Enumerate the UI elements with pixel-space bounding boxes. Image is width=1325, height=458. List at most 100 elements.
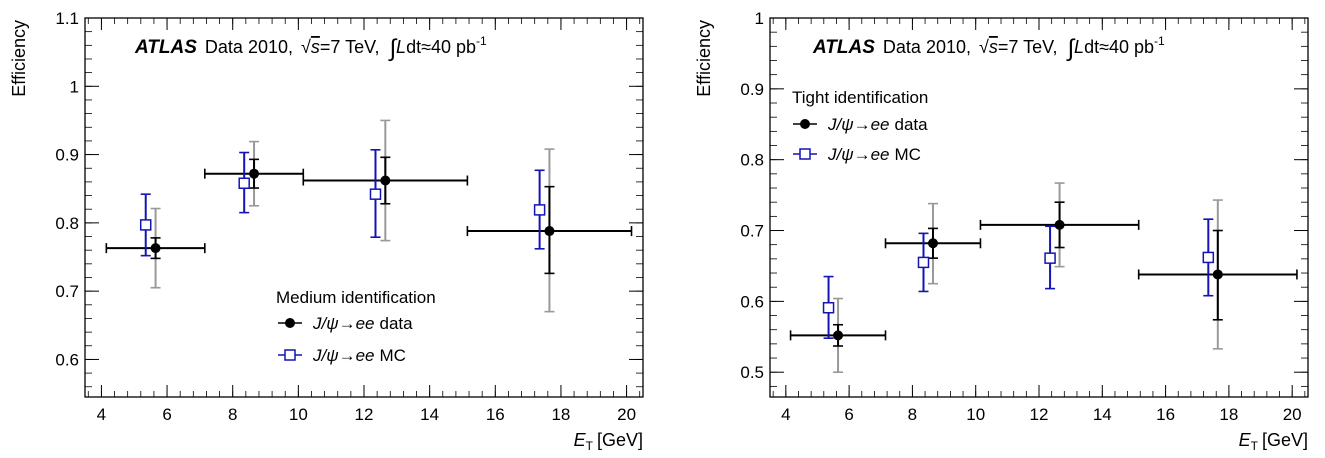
legend-entry-prefix: J/ψ→ee (827, 115, 890, 134)
data-point (380, 175, 391, 186)
data-point (927, 238, 938, 249)
lumi-symbol: L (396, 37, 406, 57)
legend-title: Medium identification (276, 288, 436, 307)
y-tick-label: 0.6 (740, 292, 764, 311)
legend-entry-data: J/ψ→ee data (312, 314, 413, 333)
x-tick-label: 16 (1156, 405, 1175, 424)
x-tick-label: 12 (355, 405, 374, 424)
legend-entry-prefix: J/ψ→ee (312, 314, 375, 333)
y-tick-label: 0.8 (55, 214, 79, 233)
y-axis-title: Efficiency (9, 20, 29, 97)
data-point (544, 226, 555, 237)
x-tick-label: 4 (97, 405, 106, 424)
series-data (105, 119, 633, 313)
legend-title: Tight identification (792, 88, 928, 107)
x-tick-label: 18 (1219, 405, 1238, 424)
y-tick-label: 0.7 (55, 282, 79, 301)
sqrt-s-symbol: s (311, 37, 320, 57)
legend: Medium identification J/ψ→ee data J/ψ→ee MC (276, 288, 436, 365)
y-tick-label: 0.6 (55, 350, 79, 369)
mc-point (1044, 252, 1056, 264)
x-axis-unit: [GeV] (1262, 430, 1308, 450)
x-tick-label: 20 (617, 405, 636, 424)
y-tick-label: 1.1 (55, 9, 79, 28)
x-tick-label: 18 (551, 405, 570, 424)
x-tick-label: 10 (966, 405, 985, 424)
legend-entry-mc: J/ψ→ee MC (312, 346, 406, 365)
legend-entry-prefix: J/ψ→ee (312, 346, 375, 365)
x-axis-title: ET [GeV] (574, 430, 643, 453)
y-tick-label: 0.8 (740, 151, 764, 170)
legend-entry-mc: J/ψ→ee MC (827, 145, 921, 164)
x-tick-label: 8 (228, 405, 237, 424)
y-tick-label: 0.7 (740, 222, 764, 241)
chart-panel-right: 4 6 8 10 12 14 16 18 20 0.5 0.6 0.7 0.8 0.9 1 Efficienc… (694, 9, 1309, 453)
y-tick-label: 0.9 (740, 80, 764, 99)
sqrt-sign: √ (301, 37, 311, 57)
legend-mc-marker (284, 349, 296, 361)
legend-entry-prefix: J/ψ→ee (827, 145, 890, 164)
y-tick-label: 0.5 (740, 363, 764, 382)
x-tick-label: 12 (1030, 405, 1049, 424)
chart-header: ATLAS Data 2010, √s=7 TeV, ∫Ldt≈40 pb-1 (812, 34, 1165, 62)
x-tick-label: 6 (844, 405, 853, 424)
x-axis-symbol: E (1239, 430, 1252, 450)
sqrt-s-symbol: s (989, 37, 998, 57)
x-tick-label: 10 (289, 405, 308, 424)
luminosity-value: dt≈40 pb (406, 37, 476, 57)
x-tick-label: 4 (781, 405, 790, 424)
integral-sign: ∫ (1065, 35, 1075, 62)
sqrt-s-value: =7 TeV, (998, 37, 1058, 57)
x-tick-label: 14 (420, 405, 439, 424)
x-axis-symbol: E (574, 430, 587, 450)
x-axis-subscript: T (1251, 439, 1259, 453)
data-point (833, 330, 844, 341)
chart-header: ATLAS Data 2010, √s=7 TeV, ∫Ldt≈40 pb-1 (134, 34, 487, 62)
legend-mc-marker (799, 148, 811, 160)
luminosity-value: dt≈40 pb (1084, 37, 1154, 57)
legend-entry-data: J/ψ→ee data (827, 115, 928, 134)
x-tick-label: 8 (908, 405, 917, 424)
series-mc (139, 148, 546, 257)
series-data (789, 182, 1298, 374)
mc-point (139, 219, 152, 231)
x-tick-label: 6 (162, 405, 171, 424)
plot-frame (84, 17, 644, 398)
data-label: Data 2010, (883, 37, 971, 57)
plot-frame (769, 17, 1309, 398)
mc-point (369, 188, 382, 200)
experiment-label: ATLAS (134, 37, 197, 58)
mc-point (1202, 251, 1215, 264)
mc-point (822, 301, 835, 314)
series-mc (822, 218, 1215, 340)
mc-point (238, 177, 250, 190)
data-point (249, 168, 260, 179)
data-point (1054, 219, 1065, 230)
x-axis-title: ET [GeV] (1239, 430, 1308, 453)
sqrt-s-value: =7 TeV, (320, 37, 380, 57)
x-tick-label: 16 (486, 405, 505, 424)
legend: Tight identification J/ψ→ee data J/ψ→ee MC (792, 88, 928, 164)
x-axis-subscript: T (586, 439, 594, 453)
data-point (1212, 269, 1223, 280)
y-tick-label: 1 (70, 77, 79, 96)
y-tick-label: 1 (755, 9, 764, 28)
sqrt-sign: √ (979, 37, 989, 57)
x-tick-label: 20 (1283, 405, 1302, 424)
legend-entry-name: data (895, 115, 929, 134)
experiment-label: ATLAS (812, 37, 875, 58)
integral-sign: ∫ (387, 35, 397, 62)
lumi-exponent: -1 (476, 34, 487, 48)
legend-data-marker (800, 119, 810, 129)
y-axis-title: Efficiency (694, 20, 714, 97)
data-point (150, 243, 161, 254)
lumi-symbol: L (1074, 37, 1084, 57)
x-axis-unit: [GeV] (597, 430, 643, 450)
mc-point (533, 204, 546, 216)
x-tick-label: 14 (1093, 405, 1112, 424)
legend-entry-name: MC (895, 145, 921, 164)
legend-data-marker (285, 318, 295, 328)
y-tick-label: 0.9 (55, 146, 79, 165)
